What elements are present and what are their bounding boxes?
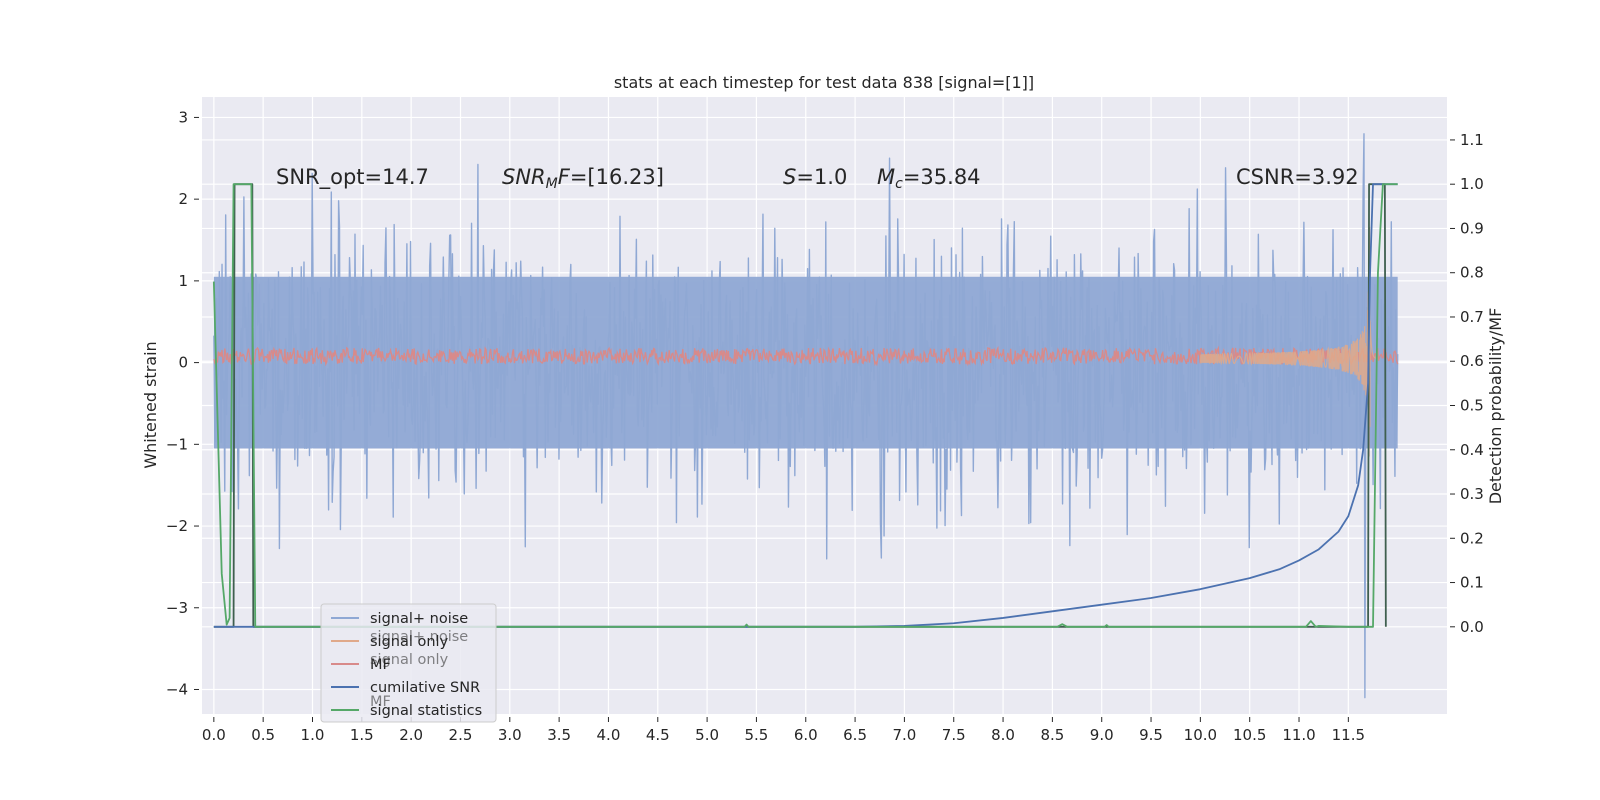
x-tick-label: 1.0 xyxy=(301,726,325,744)
y-left-tick-label: −2 xyxy=(166,517,188,535)
x-tick-label: 4.0 xyxy=(597,726,621,744)
y-right-tick-label: 0.9 xyxy=(1460,219,1484,237)
y-left-tick-label: 1 xyxy=(178,272,188,290)
y-left-tick-label: 0 xyxy=(178,354,188,372)
legend-label: signal statistics xyxy=(370,703,482,719)
x-tick-label: 10.5 xyxy=(1233,726,1266,744)
y-right-tick-label: 0.8 xyxy=(1460,264,1484,282)
legend-label: signal only xyxy=(370,634,449,650)
legend-ghost-label: MF xyxy=(370,694,391,710)
legend-label: MF xyxy=(370,657,391,673)
x-tick-label: 2.5 xyxy=(449,726,473,744)
annotation-mc-value: Mc=35.84 xyxy=(877,165,981,192)
y-right-tick-label: 0.6 xyxy=(1460,352,1484,370)
series-signal-only xyxy=(1199,226,1377,457)
annotation-s-value: S=1.0 xyxy=(783,165,847,189)
x-tick-label: 9.0 xyxy=(1090,726,1114,744)
y-axis-right-label: Detection probability/MF xyxy=(1486,308,1505,505)
x-tick-label: 4.5 xyxy=(646,726,670,744)
annotation-csnr: CSNR=3.92 xyxy=(1236,165,1359,189)
x-tick-label: 6.5 xyxy=(843,726,867,744)
x-tick-label: 3.5 xyxy=(547,726,571,744)
x-tick-label: 11.0 xyxy=(1282,726,1315,744)
series-layer xyxy=(212,133,1399,699)
x-tick-label: 7.0 xyxy=(892,726,916,744)
x-tick-label: 7.5 xyxy=(942,726,966,744)
y-right-tick-label: 1.1 xyxy=(1460,131,1484,149)
y-left-tick-label: −4 xyxy=(166,680,188,698)
annotation-snr-mf: SNRMF=[16.23] xyxy=(502,165,664,192)
y-left-tick-label: −3 xyxy=(166,599,188,617)
y-right-tick-label: 0.0 xyxy=(1460,618,1484,636)
y-right-tick-label: 0.3 xyxy=(1460,485,1484,503)
legend-ghost-label: signal only xyxy=(370,652,449,668)
y-axis-right: 1.1 1.0 0.9 0.8 0.7 0.6 0.5 0.4 0.3 0.2 0.1 0.0 xyxy=(1450,131,1484,636)
x-tick-label: 0.0 xyxy=(202,726,226,744)
x-tick-label: 6.0 xyxy=(794,726,818,744)
y-right-tick-label: 0.7 xyxy=(1460,308,1484,326)
x-tick-label: 8.0 xyxy=(991,726,1015,744)
y-left-tick-label: −1 xyxy=(166,435,188,453)
y-right-tick-label: 0.5 xyxy=(1460,397,1484,415)
x-tick-label: 5.0 xyxy=(695,726,719,744)
y-axis-left-label: Whitened strain xyxy=(141,341,160,468)
y-right-tick-label: 0.4 xyxy=(1460,441,1484,459)
y-left-tick-label: 2 xyxy=(178,190,188,208)
legend-box xyxy=(320,603,497,723)
annotation-snr-opt: SNR_opt=14.7 xyxy=(276,165,429,190)
x-tick-label: 9.5 xyxy=(1139,726,1163,744)
legend-ghost-label: signal+ noise xyxy=(370,629,468,645)
y-left-tick-label: 3 xyxy=(178,108,188,126)
x-tick-label: 11.5 xyxy=(1332,726,1365,744)
x-tick-label: 5.5 xyxy=(744,726,768,744)
legend-label: signal+ noise xyxy=(370,611,468,627)
legend-label: cumilative SNR xyxy=(370,680,480,696)
series-signal-noise-body xyxy=(213,276,1398,449)
x-tick-label: 8.5 xyxy=(1040,726,1064,744)
x-tick-label: 0.5 xyxy=(251,726,275,744)
x-tick-label: 3.0 xyxy=(498,726,522,744)
x-axis: 0.0 0.5 1.0 1.5 2.0 2.5 3.0 3.5 4.0 4.5 5.0 5.5 6.0 6… xyxy=(202,717,1365,744)
x-tick-label: 1.5 xyxy=(350,726,374,744)
x-tick-label: 10.0 xyxy=(1184,726,1217,744)
y-right-tick-label: 1.0 xyxy=(1460,175,1484,193)
y-right-tick-label: 0.1 xyxy=(1460,574,1484,592)
x-tick-label: 2.0 xyxy=(399,726,423,744)
series-signal-statistics xyxy=(212,183,1398,628)
y-axis-left: 3 2 1 0 −1 −2 −3 −4 xyxy=(166,108,199,698)
annotations: SNR_opt=14.7 SNRMF=[16.23] S=1.0 Mc=35.84 CS… xyxy=(276,165,1359,192)
chart-title: stats at each timestep for test data 838… xyxy=(614,73,1034,92)
y-right-tick-label: 0.2 xyxy=(1460,529,1484,547)
series-cumulative-snr xyxy=(213,183,1398,628)
